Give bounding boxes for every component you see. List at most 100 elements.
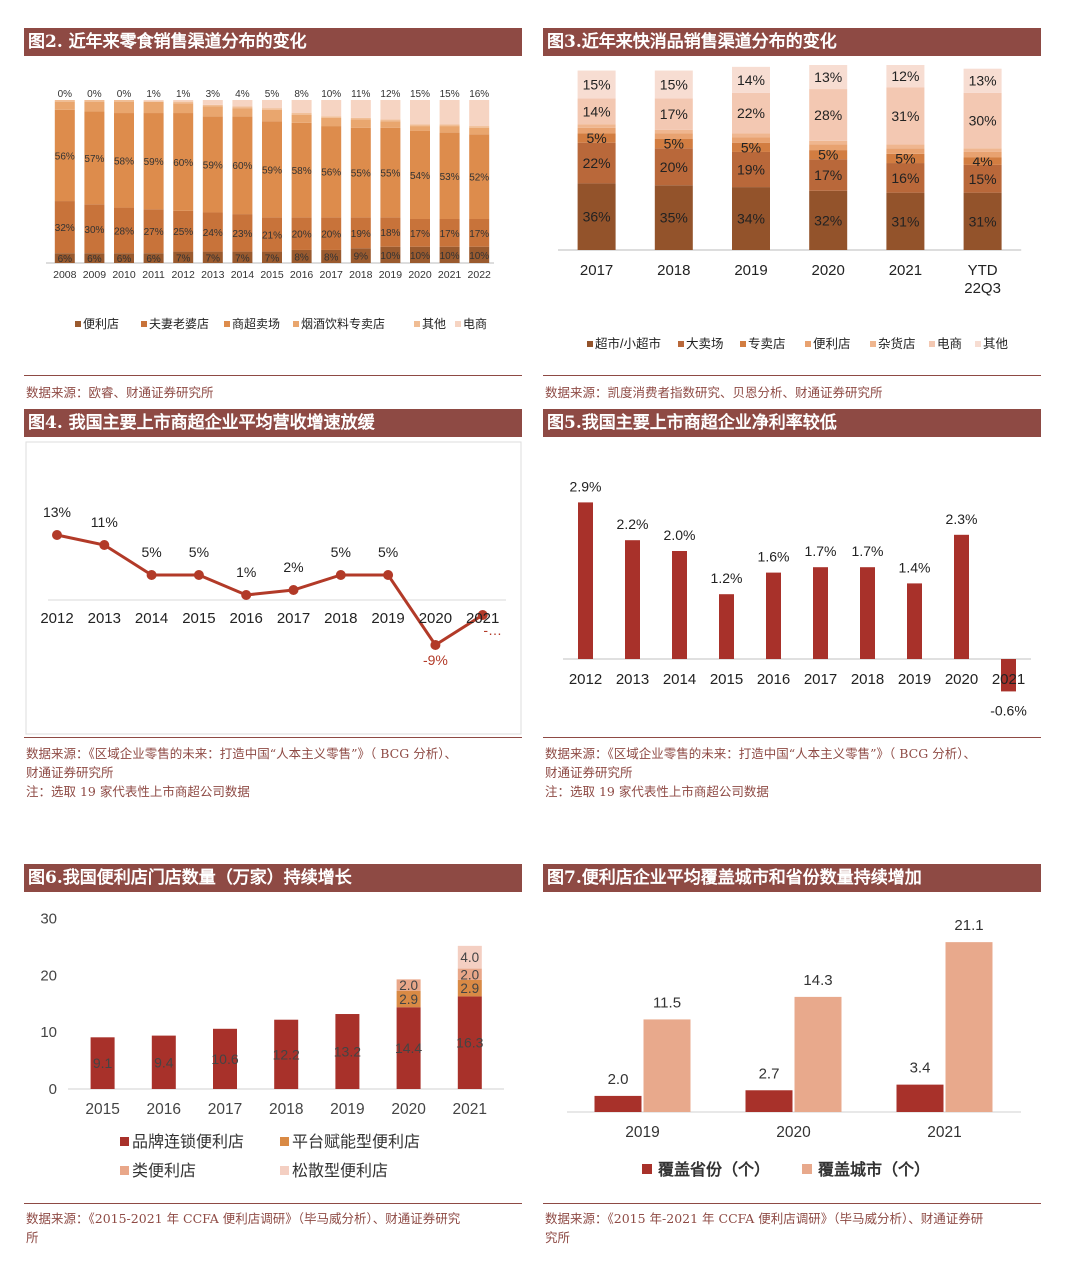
fig2-x-tick: 2015 [260, 269, 284, 281]
fig2-data-label: 59% [144, 157, 164, 168]
fig2-x-tick: 2009 [83, 269, 107, 281]
fig3-data-label: 32% [814, 212, 842, 228]
fig2-bar-segment [202, 116, 223, 213]
fig6-bar-segment [457, 968, 482, 980]
fig3-data-label: 5% [664, 136, 684, 152]
fig6-x-tick: 2018 [269, 1101, 303, 1118]
fig5-x-tick: 2021 [992, 671, 1025, 688]
fig3-x-tick: YTD [968, 262, 998, 279]
fig4-data-point [193, 570, 204, 580]
fig2-data-label: 6% [87, 254, 102, 265]
fig5-bar [907, 583, 922, 659]
fig5-data-label: 1.6% [758, 549, 790, 565]
fig6-x-tick: 2021 [453, 1101, 487, 1118]
fig2-data-label: 54% [410, 171, 430, 182]
fig2-data-label: 10% [321, 89, 341, 100]
fig6-source: 数据来源：《2015-2021 年 CCFA 便利店调研》（毕马威分析）、财通证… [26, 1209, 522, 1247]
fig3-bar-segment [577, 142, 616, 184]
fig2-bar-segment [380, 246, 401, 263]
fig2-data-label: 1% [176, 89, 191, 100]
fig6-x-tick: 2015 [85, 1101, 119, 1118]
fig2-bar-segment [202, 100, 223, 105]
fig3-bar-segment [577, 124, 616, 128]
fig3-bar-segment [809, 144, 848, 151]
fig2-bar-segment [114, 253, 134, 263]
fig2-x-tick: 2021 [438, 269, 462, 281]
fig2-bar-segment [143, 101, 164, 114]
fig3-bar-segment [963, 157, 1002, 165]
fig3-bar-segment [654, 139, 693, 149]
fig3-x-tick: 2020 [812, 262, 845, 279]
fig7-bar [594, 1095, 642, 1112]
fig2-bar-segment [54, 101, 75, 110]
fig2-data-label: 15% [410, 89, 430, 100]
fig2-bar-segment [350, 117, 371, 120]
fig3-chart: 36% 22% 5% 14% 15% 2017 35% 20% 5% 17% 15% 2018 34% 1… [558, 65, 1022, 351]
fig5-source: 数据来源：《区域企业零售的未来：打造中国“人本主义零售”》（ BCG 分析）、 … [545, 744, 976, 801]
fig2-bar-segment [143, 209, 164, 254]
fig2-legend-label: 商超卖场 [232, 316, 280, 331]
fig2-data-label: 12% [380, 89, 400, 100]
fig3-bar-segment [654, 129, 693, 134]
fig2-data-label: 1% [146, 89, 161, 100]
fig6-y-tick: 30 [40, 911, 57, 928]
fig2-bar-segment [410, 246, 430, 263]
fig6-bar-segment [90, 1037, 115, 1089]
fig2-data-label: 60% [232, 161, 252, 172]
fig2-bar-segment [84, 204, 105, 254]
fig3-bar-segment [577, 127, 616, 134]
fig2-data-label: 57% [84, 154, 104, 165]
fig5-bar [719, 594, 734, 659]
fig2-source: 数据来源：欧睿、财通证券研究所 [26, 385, 214, 400]
fig4-data-label: 5% [378, 544, 398, 560]
fig2-data-label: 59% [262, 165, 282, 176]
fig7-source-line2: 究所 [545, 1230, 571, 1245]
fig3-legend-label: 杂货店 [878, 336, 916, 351]
fig4-x-tick: 2018 [324, 610, 357, 627]
fig4-x-tick: 2017 [277, 610, 310, 627]
fig2-bar-segment [173, 113, 194, 211]
fig4-data-point [430, 640, 441, 650]
fig2-bar-segment [439, 246, 460, 263]
fig5-rule [543, 737, 1041, 738]
fig3-data-label: 14% [583, 103, 611, 119]
fig3-data-label: 19% [737, 162, 765, 178]
fig7-bar [643, 1019, 691, 1112]
fig3-data-label: 5% [741, 139, 761, 155]
fig5-title: 图5.我国主要上市商超企业净利率较低 [543, 409, 1041, 437]
fig5-bar [1001, 659, 1016, 692]
fig4-data-point [477, 610, 488, 620]
fig6-x-tick: 2020 [391, 1101, 426, 1118]
fig2-bar-segment [380, 217, 401, 247]
fig2-data-label: 5% [265, 89, 280, 100]
fig3-bar-segment [809, 159, 848, 191]
fig4-data-point [288, 585, 299, 595]
fig3-bar-segment [809, 65, 848, 90]
fig7-data-label: 21.1 [954, 917, 983, 934]
fig2-bar-segment [350, 100, 371, 118]
fig2-x-tick: 2020 [408, 269, 432, 281]
fig2-bar-segment [410, 218, 430, 247]
fig2-data-label: 10% [380, 251, 400, 262]
fig5-x-tick: 2018 [851, 671, 884, 688]
fig2-legend-swatch [224, 321, 230, 327]
fig4-title: 图4. 我国主要上市商超企业平均营收增速放缓 [24, 409, 522, 437]
fig2-bar-segment [380, 127, 401, 218]
fig2-legend-swatch [141, 321, 147, 327]
fig3-data-label: 35% [660, 210, 688, 226]
fig7-title: 图7.便利店企业平均覆盖城市和省份数量持续增加 [543, 864, 1041, 892]
fig4-x-tick: 2013 [88, 610, 121, 627]
fig5-x-tick: 2019 [898, 671, 931, 688]
fig2-data-label: 58% [114, 156, 134, 167]
fig5-bar [672, 551, 687, 659]
fig2-x-tick: 2017 [320, 269, 344, 281]
fig2-data-label: 9% [354, 252, 369, 263]
fig3-data-label: 22% [737, 105, 765, 121]
fig3-bar-segment [886, 163, 925, 193]
fig3-bar-segment [886, 87, 925, 145]
fig3-legend-label: 便利店 [813, 337, 851, 351]
fig2-bar-segment [439, 100, 460, 125]
fig6-data-label: 2.9 [399, 992, 418, 1007]
fig2-bar-segment [469, 100, 490, 127]
fig2-legend-label: 烟酒饮料专卖店 [301, 316, 385, 331]
